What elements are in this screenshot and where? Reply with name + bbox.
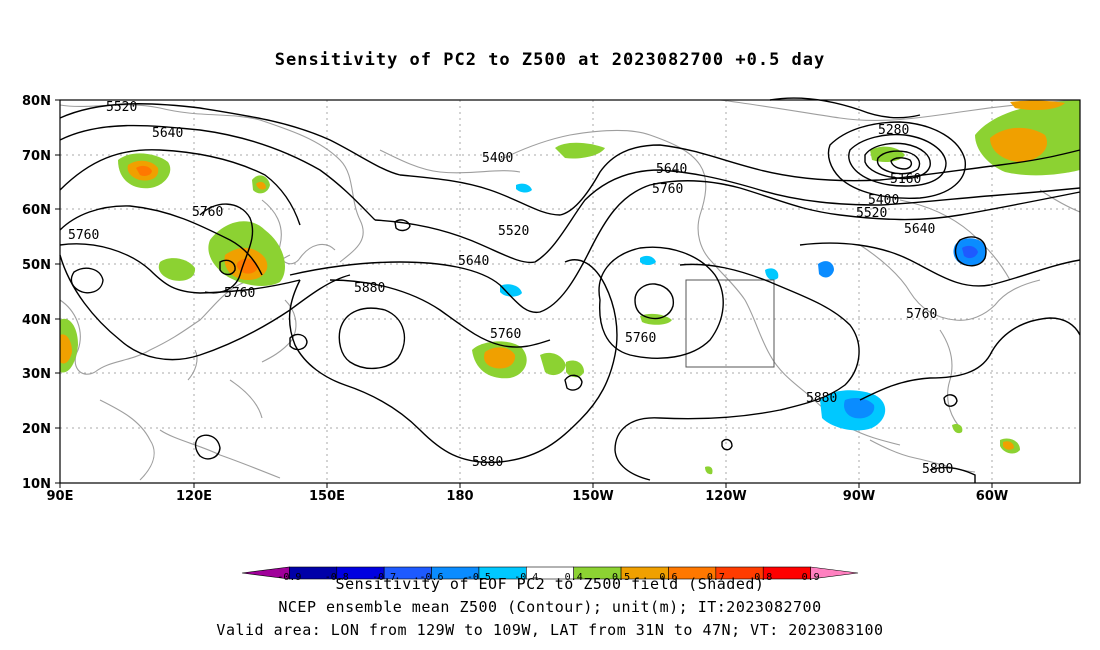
contour-label: 5760 — [192, 205, 223, 220]
lat-label: 40N — [22, 313, 51, 328]
lat-label: 50N — [22, 258, 51, 273]
lon-label: 120W — [705, 489, 746, 504]
contour-label: 5760 — [224, 286, 255, 301]
contour-label: 5400 — [482, 151, 513, 166]
contour-label: 5160 — [890, 172, 921, 187]
colorbar-tick-label: -0.6 — [419, 572, 443, 583]
contour-label: 5880 — [472, 455, 503, 470]
map-frame — [59, 99, 1081, 484]
contour-label: 5640 — [458, 254, 489, 269]
colorbar-tick-label: 0.4 — [565, 572, 583, 583]
colorbar-tick-label: 0.8 — [754, 572, 772, 583]
contour-label: 5640 — [152, 126, 183, 141]
lon-label: 90W — [843, 489, 875, 504]
lon-label: 120E — [176, 489, 212, 504]
contour-label: 5520 — [106, 100, 137, 115]
contour-label: 5760 — [906, 307, 937, 322]
lat-label: 30N — [22, 367, 51, 382]
lon-label: 90E — [47, 489, 74, 504]
tick-marks — [55, 99, 993, 488]
lat-label: 20N — [22, 422, 51, 437]
lat-label: 60N — [22, 203, 51, 218]
lon-label: 150W — [572, 489, 613, 504]
contour-label: 5640 — [904, 222, 935, 237]
colorbar-tick-label: 0.7 — [707, 572, 725, 583]
contour-labels: 5520 5640 5400 5760 5760 5520 5640 5760 … — [68, 100, 953, 477]
lat-label: 10N — [22, 477, 51, 492]
chart-title: Sensitivity of PC2 to Z500 at 2023082700… — [274, 50, 826, 70]
sensitivity-shading — [60, 100, 1080, 475]
valid-area-box — [685, 279, 775, 368]
colorbar-tick-label: 0.6 — [659, 572, 677, 583]
lat-label: 70N — [22, 149, 51, 164]
longitude-labels: 90E 120E 150E 180 150W 120W 90W 60W — [47, 489, 1009, 504]
colorbar-tick-label: -0.9 — [277, 572, 301, 583]
footer-line-2: NCEP ensemble mean Z500 (Contour); unit(… — [278, 598, 822, 616]
colorbar-tick-label: -0.4 — [514, 572, 538, 583]
contour-label: 5880 — [922, 462, 953, 477]
contour-label: 5520 — [498, 224, 529, 239]
contour-label: 5880 — [354, 281, 385, 296]
z500-contours — [59, 97, 1081, 483]
contour-label: 5280 — [878, 123, 909, 138]
colorbar-tick-label: -0.5 — [467, 572, 491, 583]
lat-label: 80N — [22, 94, 51, 109]
footer-line-3: Valid area: LON from 129W to 109W, LAT f… — [216, 621, 884, 639]
colorbar-swatch — [810, 566, 859, 580]
contour-label: 5760 — [68, 228, 99, 243]
lon-label: 60W — [976, 489, 1008, 504]
lon-label: 180 — [446, 489, 473, 504]
colorbar: -0.9 -0.8 -0.7 -0.6 -0.5 -0.4 0.4 0.5 0.6 0.7 0.8 0… — [241, 566, 859, 583]
footer-line-1: Sensitivity of EOF PC2 to Z500 field (Sh… — [335, 575, 765, 593]
contour-label: 5400 — [868, 193, 899, 208]
contour-label: 5520 — [856, 206, 887, 221]
contour-label: 5760 — [625, 331, 656, 346]
contour-label: 5640 — [656, 162, 687, 177]
colorbar-tick-label: 0.9 — [802, 572, 820, 583]
colorbar-tick-label: 0.5 — [612, 572, 630, 583]
contour-label: 5880 — [806, 391, 837, 406]
latitude-labels: 80N 70N 60N 50N 40N 30N 20N 10N — [22, 94, 51, 492]
contour-label: 5760 — [652, 182, 683, 197]
colorbar-tick-label: -0.7 — [372, 572, 396, 583]
lon-label: 150E — [309, 489, 345, 504]
colorbar-tick-label: -0.8 — [325, 572, 349, 583]
contour-label: 5760 — [490, 327, 521, 342]
